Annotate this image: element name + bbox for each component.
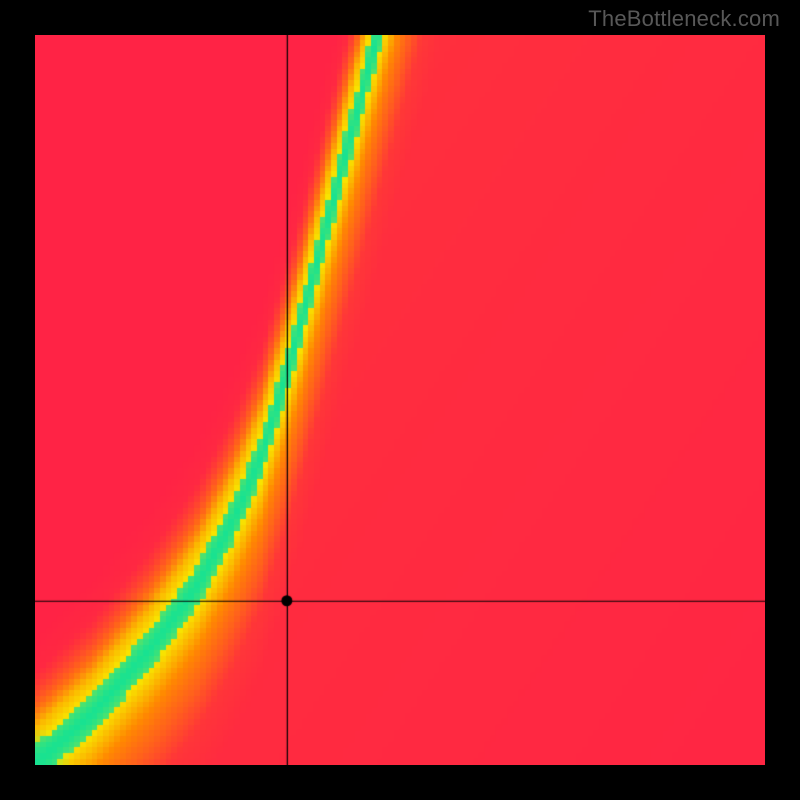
bottleneck-heatmap: [35, 35, 765, 765]
watermark-text: TheBottleneck.com: [588, 6, 780, 32]
